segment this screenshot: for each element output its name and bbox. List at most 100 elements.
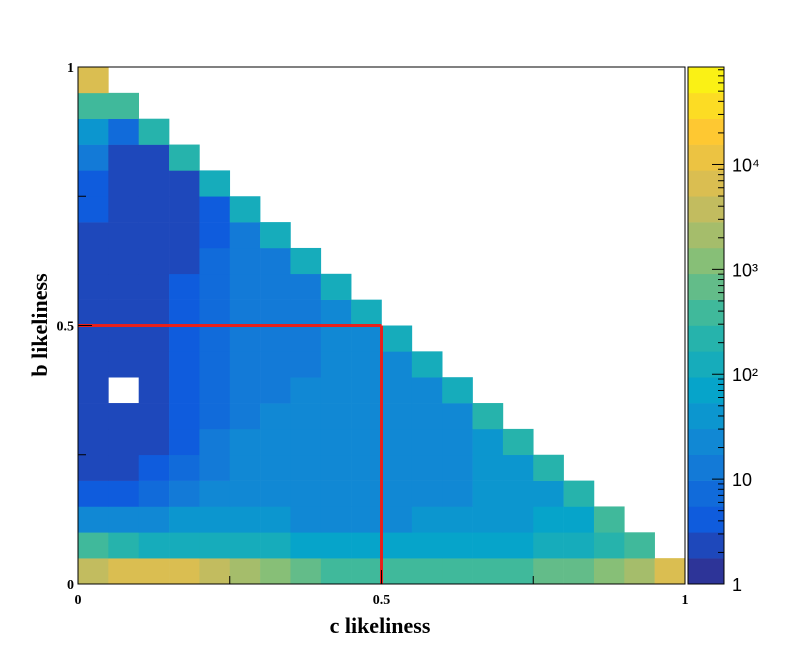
heat-cell: [442, 377, 473, 404]
heat-cell: [533, 506, 564, 533]
heat-cell: [260, 403, 291, 430]
heat-cell: [533, 532, 564, 559]
heat-cell: [229, 351, 261, 378]
heat-cell: [138, 454, 170, 481]
heat-cell: [78, 532, 109, 559]
heat-cell: [593, 506, 625, 533]
heat-cell: [442, 480, 473, 507]
heat-cell: [502, 480, 534, 507]
colorbar-step: [688, 325, 724, 352]
heat-cell: [563, 480, 595, 507]
heat-cell: [108, 480, 139, 507]
heat-cell: [472, 558, 504, 585]
heat-cell: [563, 532, 595, 559]
heat-cell: [108, 299, 139, 326]
heat-cell: [260, 428, 291, 456]
heat-cell: [290, 247, 322, 275]
heat-cell: [533, 454, 564, 481]
heat-cell: [381, 454, 413, 481]
heat-cell: [138, 118, 170, 145]
tick-label: 0.5: [373, 593, 391, 608]
heat-cell: [138, 403, 170, 430]
heat-cell: [199, 377, 231, 404]
colorbar-step: [688, 144, 724, 171]
heat-cell: [229, 299, 261, 326]
heat-cell: [108, 325, 139, 352]
colorbar-border: [687, 66, 725, 585]
heat-cell: [320, 428, 352, 456]
heat-cell: [108, 222, 139, 249]
heat-cell: [138, 325, 170, 352]
heat-cell: [260, 558, 291, 585]
colorbar-step: [688, 118, 724, 145]
heat-cell: [472, 454, 504, 481]
heat-cell: [260, 454, 291, 481]
heat-cell: [351, 403, 382, 430]
heat-cell: [502, 454, 534, 481]
heat-cell: [563, 506, 595, 533]
tick-label: 0.5: [57, 320, 75, 335]
heat-cell: [381, 480, 413, 507]
heat-cell: [78, 299, 109, 326]
heat-cell: [169, 222, 200, 249]
heat-cell: [78, 247, 109, 275]
tick-label: 1: [682, 593, 689, 608]
heat-cell: [290, 325, 322, 352]
heat-cell: [351, 377, 382, 404]
heat-cell: [199, 480, 231, 507]
x-axis-label: c likeliness: [330, 613, 431, 638]
tick-label: 10⁴: [732, 155, 760, 175]
heat-cell: [78, 196, 109, 223]
heat-cell: [229, 454, 261, 481]
heat-cell: [624, 558, 655, 585]
heat-cell: [290, 480, 322, 507]
heat-cell: [472, 532, 504, 559]
heat-cell: [199, 299, 231, 326]
heat-cell: [229, 247, 261, 275]
heat-cell: [108, 144, 139, 171]
heat-cell: [502, 532, 534, 559]
heat-cell: [199, 532, 231, 559]
heat-cell: [78, 67, 109, 94]
heat-cell: [199, 454, 231, 481]
heat-cell: [351, 428, 382, 456]
tick-label: 1: [67, 61, 74, 76]
heat-cell: [411, 428, 443, 456]
heat-cell: [442, 428, 473, 456]
heat-cell: [229, 532, 261, 559]
heat-cell: [290, 299, 322, 326]
colorbar-step: [688, 67, 724, 94]
heat-cell: [654, 558, 686, 585]
heat-cell: [351, 351, 382, 378]
heat-cell: [320, 558, 352, 585]
heat-cell: [411, 377, 443, 404]
heat-cell: [229, 196, 261, 223]
heat-cell: [108, 506, 139, 533]
heat-cell: [78, 480, 109, 507]
heat-cell: [381, 403, 413, 430]
heat-cell: [411, 351, 443, 378]
heat-cell: [138, 506, 170, 533]
heat-cell: [502, 558, 534, 585]
heat-cell: [108, 196, 139, 223]
heat-cell: [199, 403, 231, 430]
colorbar-step: [688, 428, 724, 456]
heat-cell: [320, 299, 352, 326]
tick-label: 0: [67, 578, 74, 593]
heat-cell: [138, 480, 170, 507]
heat-cell: [138, 247, 170, 275]
heat-cell: [320, 351, 352, 378]
heat-cell: [169, 170, 200, 197]
heat-cell: [320, 532, 352, 559]
heat-cell: [320, 403, 352, 430]
heat-cell: [260, 273, 291, 300]
heat-cell: [290, 377, 322, 404]
heat-cell: [169, 273, 200, 300]
heat-cell: [563, 558, 595, 585]
tick-label: 10: [732, 470, 752, 490]
heat-cell: [199, 325, 231, 352]
y-axis-label: b likeliness: [27, 273, 52, 377]
heat-cell: [351, 558, 382, 585]
heat-cell: [78, 351, 109, 378]
heat-cell: [229, 403, 261, 430]
